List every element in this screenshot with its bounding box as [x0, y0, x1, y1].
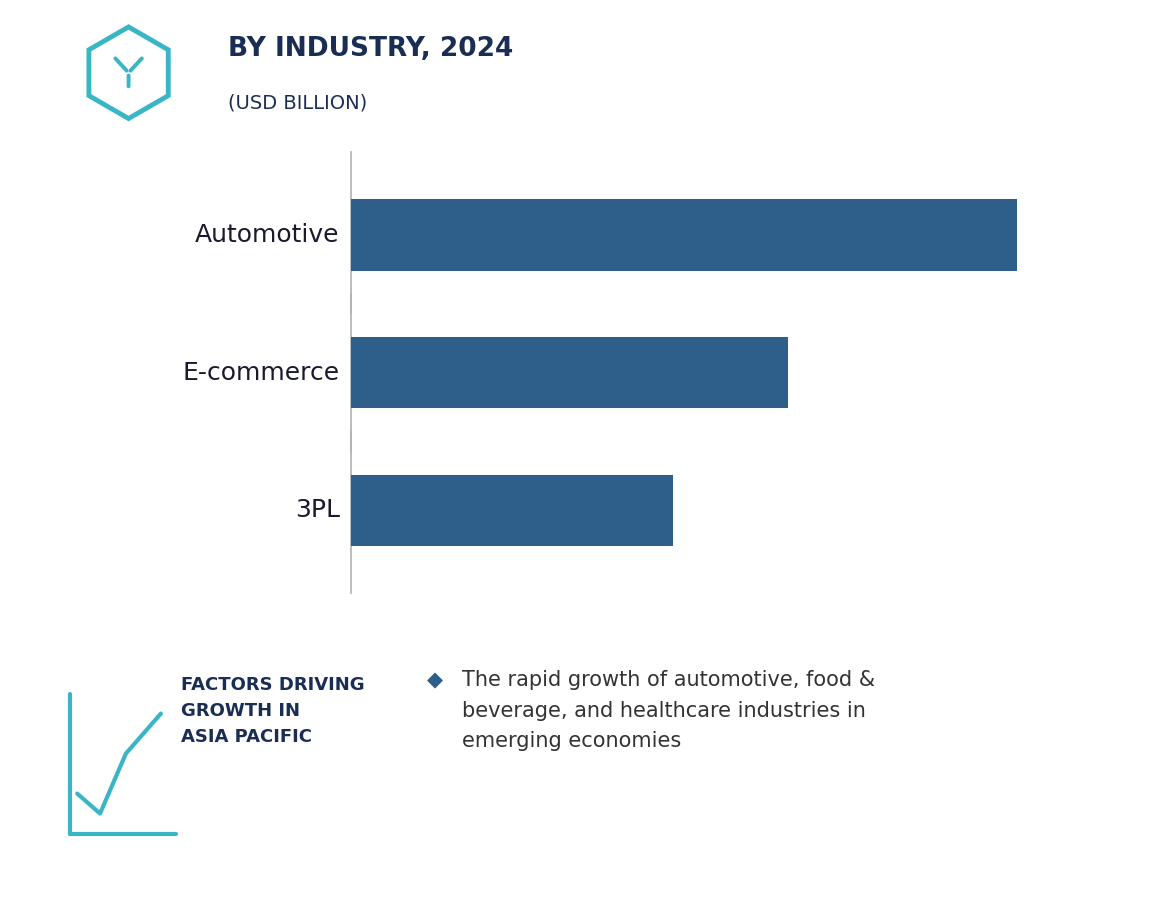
Text: E-commerce: E-commerce [183, 361, 339, 385]
Bar [351, 337, 787, 408]
Text: Automotive: Automotive [195, 223, 339, 247]
Bar [351, 474, 674, 546]
Text: The rapid growth of automotive, food &
beverage, and healthcare industries in
em: The rapid growth of automotive, food & b… [462, 671, 875, 751]
Text: FACTORS DRIVING
GROWTH IN
ASIA PACIFIC: FACTORS DRIVING GROWTH IN ASIA PACIFIC [181, 676, 365, 745]
Text: ◆: ◆ [427, 671, 443, 691]
Text: (USD BILLION): (USD BILLION) [227, 94, 367, 113]
Text: 3PL: 3PL [295, 498, 339, 523]
Text: BY INDUSTRY, 2024: BY INDUSTRY, 2024 [227, 35, 512, 62]
Bar [351, 199, 1017, 271]
